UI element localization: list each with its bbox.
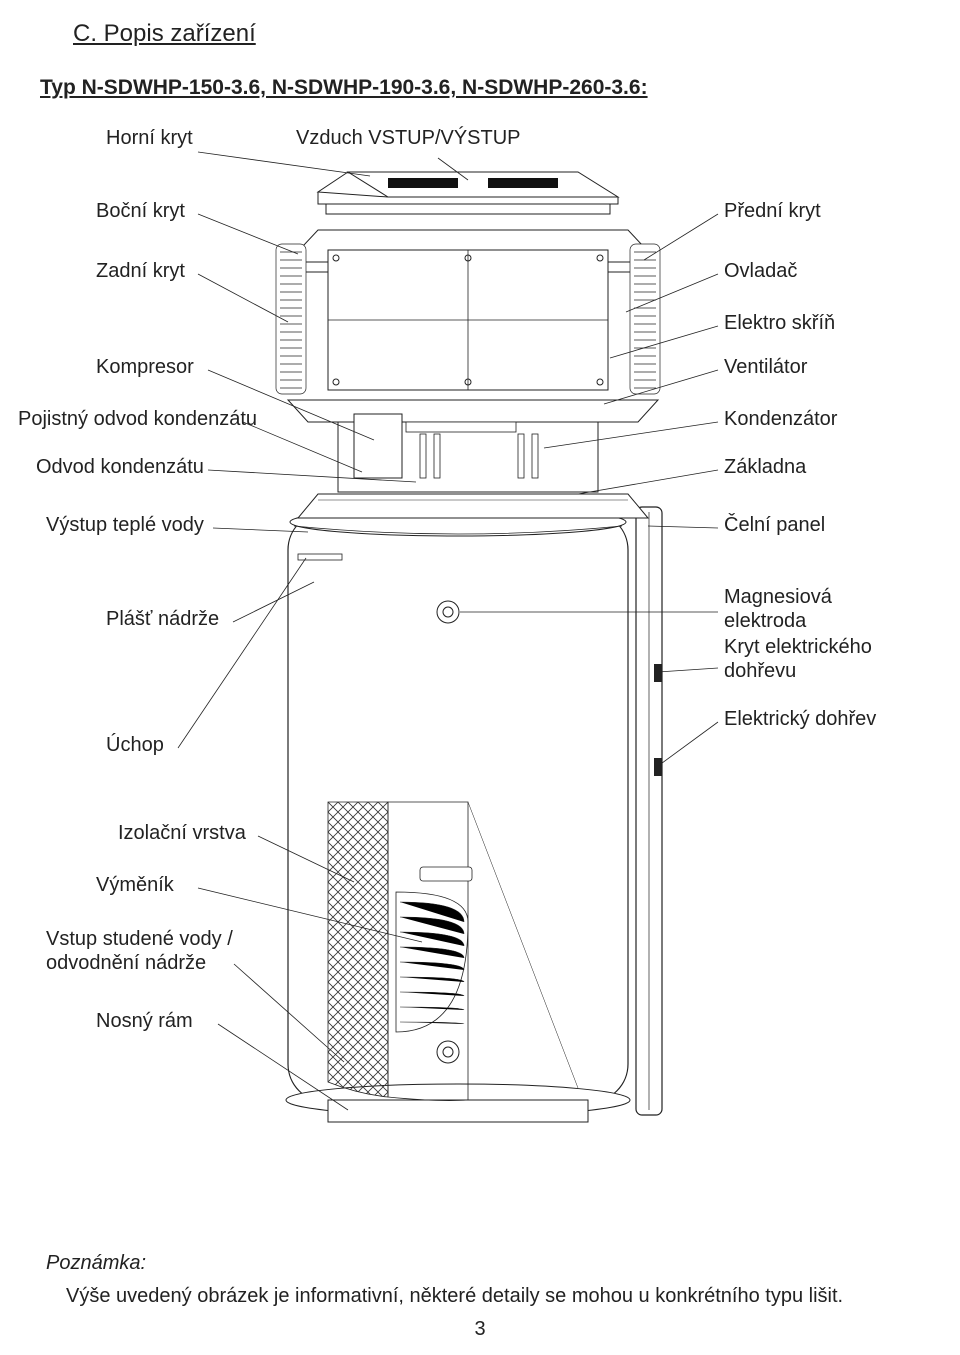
label-predni-kryt: Přední kryt bbox=[724, 200, 821, 223]
label-izolacni: Izolační vrstva bbox=[118, 822, 246, 845]
label-kompresor: Kompresor bbox=[96, 356, 194, 379]
label-ventilator: Ventilátor bbox=[724, 356, 807, 379]
label-odvodneni: odvodnění nádrže bbox=[46, 952, 206, 975]
label-kondenzator: Kondenzátor bbox=[724, 408, 837, 431]
label-vzduch: Vzduch VSTUP/VÝSTUP bbox=[296, 127, 521, 150]
label-magnesiova: Magnesiová bbox=[724, 586, 832, 609]
label-dohrevu: dohřevu bbox=[724, 660, 796, 683]
note-title: Poznámka: bbox=[46, 1252, 920, 1275]
page-number: 3 bbox=[0, 1318, 960, 1341]
label-uchop: Úchop bbox=[106, 734, 164, 757]
label-elektro-skrin: Elektro skříň bbox=[724, 312, 835, 335]
diagram: Horní kryt Vzduch VSTUP/VÝSTUP Boční kry… bbox=[18, 122, 918, 1222]
label-nosny-ram: Nosný rám bbox=[96, 1010, 193, 1033]
label-odvod-kondenzatu: Odvod kondenzátu bbox=[36, 456, 204, 479]
label-horni-kryt: Horní kryt bbox=[106, 127, 193, 150]
label-zakladna: Základna bbox=[724, 456, 806, 479]
label-ovladac: Ovladač bbox=[724, 260, 797, 283]
top-cover bbox=[318, 172, 618, 214]
note-body: Výše uvedený obrázek je informativní, ně… bbox=[66, 1285, 920, 1308]
label-vstup-studene: Vstup studené vody / bbox=[46, 928, 233, 951]
label-elektroda: elektroda bbox=[724, 610, 806, 633]
label-el-dohrev: Elektrický dohřev bbox=[724, 708, 876, 731]
label-bocni-kryt: Boční kryt bbox=[96, 200, 185, 223]
side-grille-left bbox=[276, 244, 306, 394]
label-pojistny-odvod: Pojistný odvod kondenzátu bbox=[18, 408, 257, 431]
label-celni-panel: Čelní panel bbox=[724, 514, 825, 537]
label-vymenik: Výměník bbox=[96, 874, 174, 897]
label-kryt-el: Kryt elektrického bbox=[724, 636, 872, 659]
section-title: C. Popis zařízení bbox=[73, 20, 920, 48]
label-zadni-kryt: Zadní kryt bbox=[96, 260, 185, 283]
side-grille-right bbox=[630, 244, 660, 394]
label-plast-nadrze: Plášť nádrže bbox=[106, 608, 219, 631]
label-vystup-teple: Výstup teplé vody bbox=[46, 514, 204, 537]
subtitle: Typ N-SDWHP-150-3.6, N-SDWHP-190-3.6, N-… bbox=[40, 76, 920, 100]
